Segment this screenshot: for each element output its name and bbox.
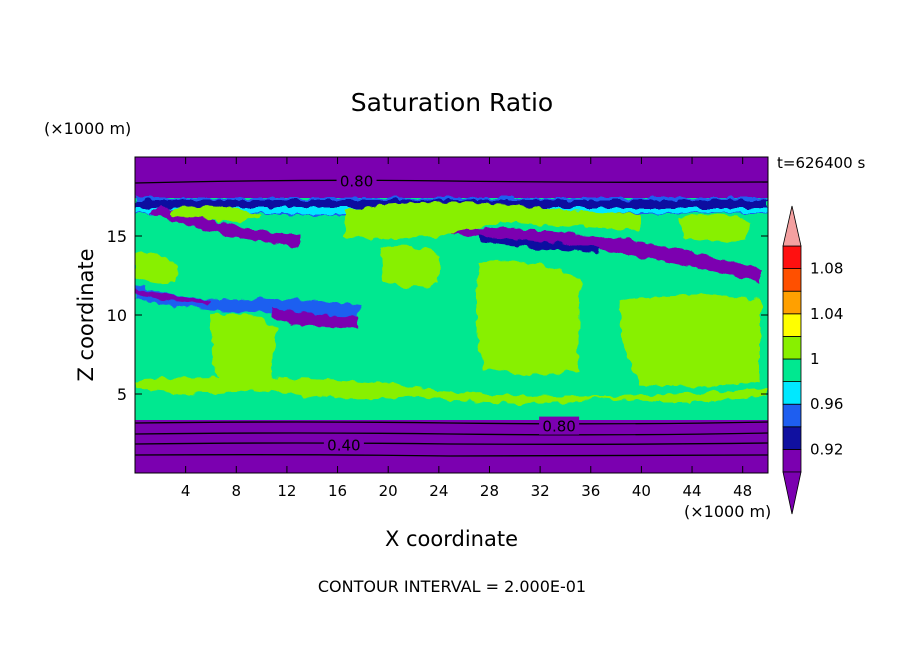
colorbar-label: 0.96 <box>810 395 843 413</box>
colorbar-label: 1 <box>810 350 820 368</box>
contour-label: 0.40 <box>327 437 360 455</box>
x-tick-label: 40 <box>632 482 651 500</box>
contour-interval-label: CONTOUR INTERVAL = 2.000E-01 <box>317 577 587 596</box>
colorbar-segment <box>782 335 802 360</box>
colorbar-label: 0.92 <box>810 440 843 458</box>
x-axis-unit: (×1000 m) <box>684 502 772 521</box>
x-tick-label: 4 <box>181 482 191 500</box>
saturation-field <box>135 157 768 473</box>
colorbar-under-triangle <box>782 471 802 515</box>
contour-label-bg <box>539 416 580 435</box>
colorbar-label: 1.08 <box>810 260 843 278</box>
x-tick-label: 36 <box>581 482 600 500</box>
x-tick-label: 12 <box>277 482 296 500</box>
colorbar-segment <box>782 245 802 270</box>
x-tick-label: 20 <box>379 482 398 500</box>
y-tick-label: 5 <box>117 385 127 404</box>
chart-title: Saturation Ratio <box>350 88 554 117</box>
colorbar-label: 1.04 <box>810 305 843 323</box>
time-label: t=626400 s <box>777 154 866 172</box>
x-axis-label: X coordinate <box>384 527 519 551</box>
y-tick-label: 10 <box>107 306 127 325</box>
y-tick-label: 15 <box>107 227 127 246</box>
contour-label-bg <box>336 171 377 190</box>
x-tick-label: 28 <box>480 482 499 500</box>
colorbar-segment <box>782 426 802 450</box>
colorbar-segment <box>782 448 802 473</box>
x-tick-label: 44 <box>682 482 701 500</box>
x-tick-label: 8 <box>232 482 242 500</box>
x-tick-label: 24 <box>429 482 448 500</box>
x-tick-label: 16 <box>328 482 347 500</box>
colorbar-over-triangle <box>782 205 802 247</box>
colorbar-segment <box>782 381 802 405</box>
contour-label-bg <box>323 435 364 454</box>
colorbar-segment <box>782 268 802 292</box>
colorbar-segment <box>782 403 802 428</box>
x-tick-label: 32 <box>531 482 550 500</box>
z-axis-unit: (×1000 m) <box>44 119 132 138</box>
contour-label: 0.80 <box>340 173 373 191</box>
colorbar-segment <box>782 290 802 315</box>
colorbar-segment <box>782 313 802 337</box>
contour-label: 0.80 <box>542 418 575 436</box>
colorbar-segment <box>782 358 802 383</box>
x-tick-label: 48 <box>733 482 752 500</box>
